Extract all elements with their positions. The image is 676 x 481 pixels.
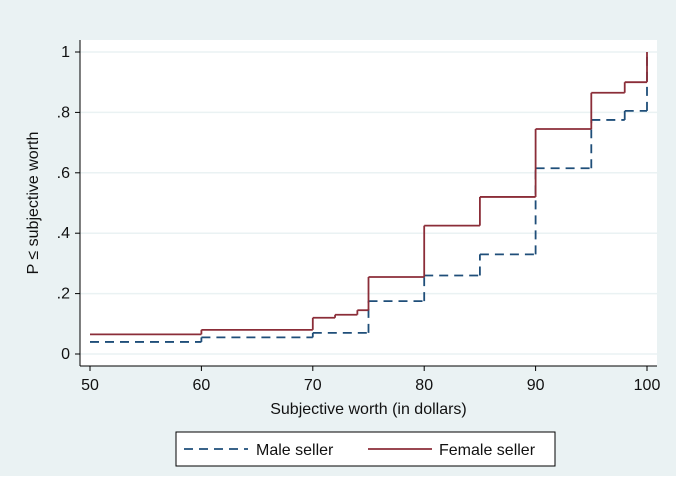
legend-label-male: Male seller	[256, 442, 334, 459]
axis-layer: 0 .2 .4 .6 .8 1 50 60 70 80 90 100	[57, 40, 661, 394]
y-tick-label-4: .8	[57, 104, 70, 121]
grid-layer	[80, 51, 657, 355]
y-tick-label-5: 1	[61, 44, 70, 61]
y-axis-label: P ≤ subjective worth	[25, 132, 42, 275]
x-tick-label-0: 50	[81, 377, 99, 394]
legend-label-female: Female seller	[439, 442, 536, 459]
series-female	[90, 52, 648, 336]
legend-box	[175, 431, 556, 467]
y-tick-label-1: .2	[57, 286, 70, 303]
series-male	[90, 52, 648, 343]
x-tick-label-1: 60	[193, 377, 211, 394]
x-tick-label-2: 70	[304, 377, 322, 394]
y-tick-label-3: .6	[57, 165, 70, 182]
y-tick-label-2: .4	[57, 225, 70, 242]
x-tick-label-5: 100	[634, 377, 661, 394]
x-tick-label-4: 90	[527, 377, 545, 394]
legend: Male seller Female seller	[175, 431, 556, 467]
x-axis-label: Subjective worth (in dollars)	[270, 401, 467, 418]
x-tick-label-3: 80	[415, 377, 433, 394]
y-tick-label-0: 0	[61, 346, 70, 363]
series-layer	[90, 52, 648, 343]
